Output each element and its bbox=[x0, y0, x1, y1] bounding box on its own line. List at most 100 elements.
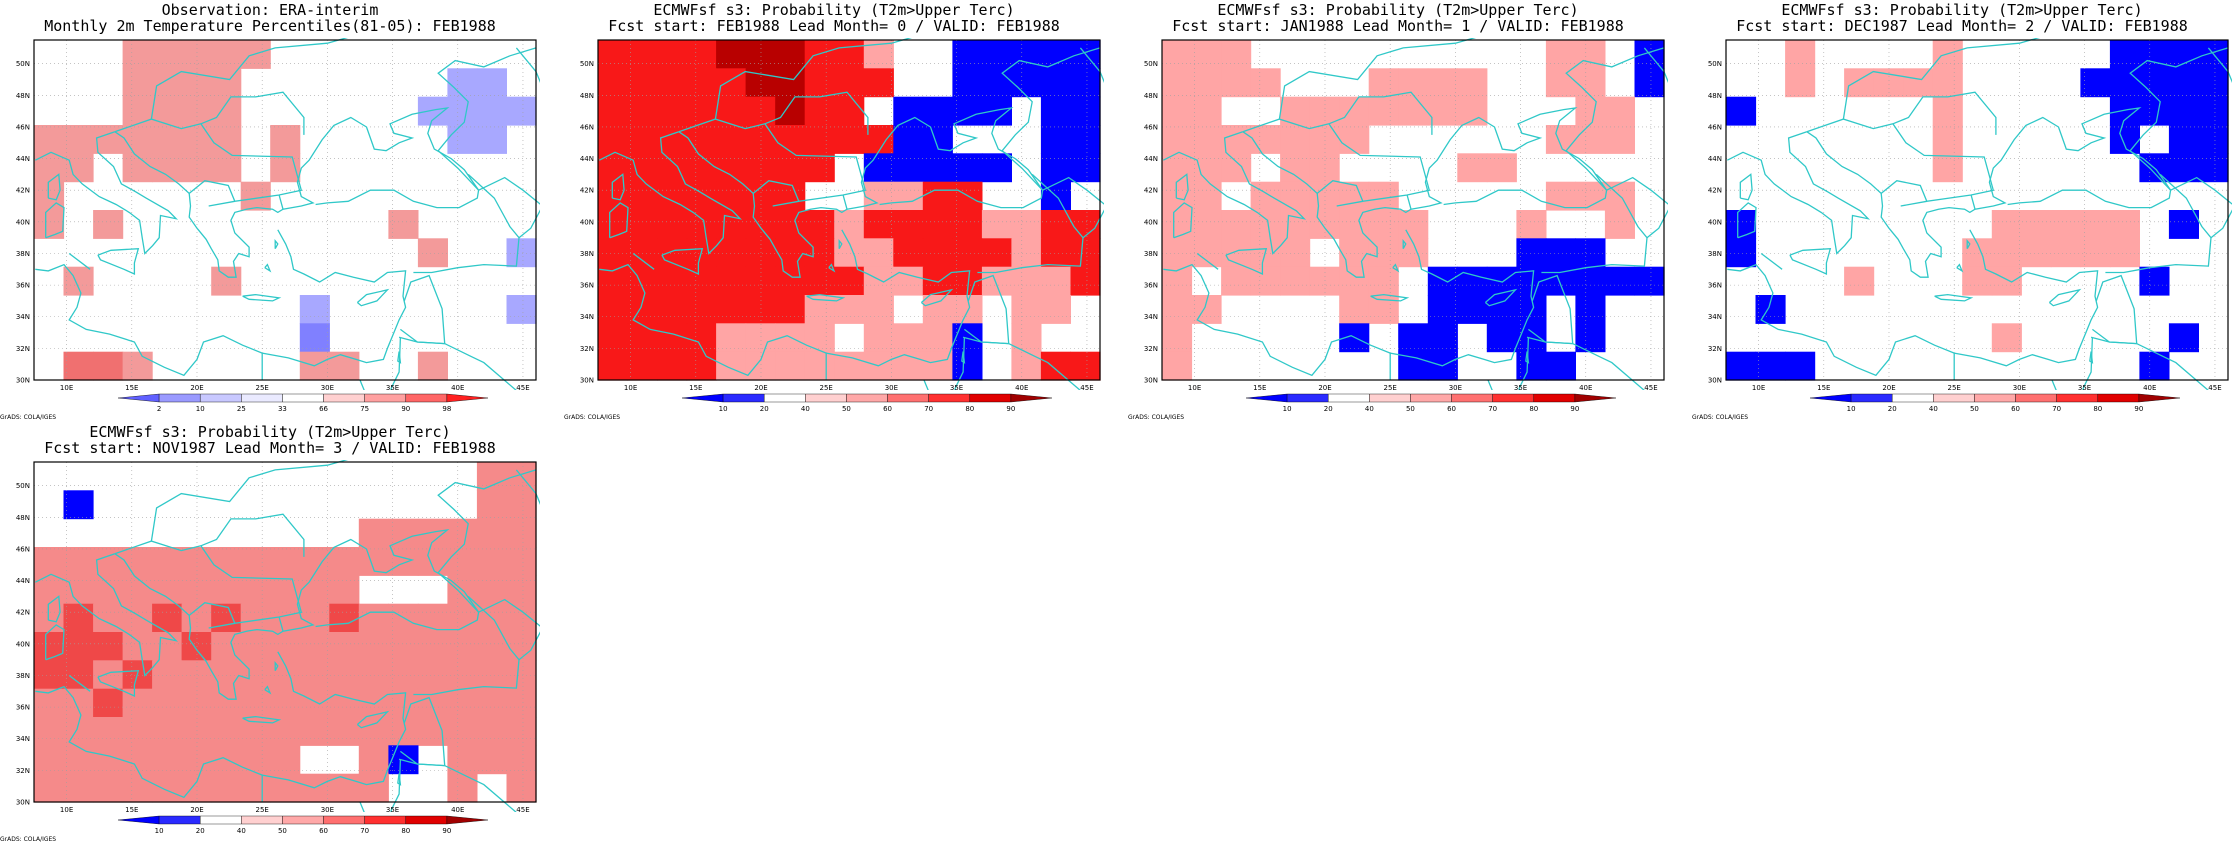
grid-cell bbox=[329, 575, 360, 605]
lon-tick-label: 10E bbox=[1752, 384, 1765, 390]
grid-cell bbox=[506, 518, 537, 548]
grid-cell bbox=[329, 603, 360, 633]
grid-cell bbox=[1280, 238, 1311, 268]
lat-tick-label: 38N bbox=[1708, 250, 1722, 258]
grid-cell bbox=[358, 632, 389, 661]
grid-cell bbox=[1634, 68, 1665, 98]
grid-cell bbox=[506, 295, 537, 324]
panel-lead-0: ECMWFsf s3: Probability (T2m>Upper Terc)… bbox=[564, 0, 1104, 421]
grid-cell bbox=[686, 40, 717, 69]
lat-tick-label: 30N bbox=[1708, 377, 1722, 385]
lon-tick-label: 35E bbox=[950, 384, 963, 390]
grid-cell bbox=[299, 295, 330, 324]
grid-cell bbox=[1040, 40, 1071, 69]
grid-cell bbox=[716, 323, 747, 353]
grid-cell bbox=[1932, 96, 1963, 126]
grid-cell bbox=[657, 323, 688, 353]
grid-cell bbox=[1962, 266, 1993, 296]
grid-cell bbox=[1070, 351, 1101, 381]
grid-cell bbox=[299, 632, 330, 661]
grid-cell bbox=[1604, 125, 1635, 154]
grid-cell bbox=[1486, 323, 1517, 353]
grid-cell bbox=[211, 125, 242, 154]
lat-tick-label: 36N bbox=[1144, 282, 1158, 290]
coastlines bbox=[35, 460, 540, 812]
grid-cell bbox=[93, 745, 124, 775]
colorbar-label: 50 bbox=[278, 827, 287, 835]
grid-cell bbox=[152, 773, 183, 803]
grid-cell bbox=[745, 323, 776, 353]
grid-cell bbox=[1726, 351, 1757, 381]
colorbar-segment bbox=[282, 815, 324, 825]
colorbar-label: 2 bbox=[157, 405, 161, 413]
colorbar-label: 33 bbox=[278, 405, 287, 413]
grid-cell bbox=[2198, 68, 2229, 98]
grid-cell bbox=[152, 745, 183, 775]
grid-cell bbox=[1070, 266, 1101, 296]
grid-cell bbox=[598, 40, 629, 69]
colorbar-label: 10 bbox=[1847, 405, 1856, 413]
grid-cell bbox=[1604, 266, 1635, 296]
grid-cell bbox=[1398, 96, 1429, 126]
map-plot: 30N 32N 34N 36N 38N 40N 42N 44N 46N 48N 50N 10E 15E 2… bbox=[16, 460, 540, 812]
grid-cell bbox=[657, 351, 688, 381]
grid-cell bbox=[1309, 181, 1340, 211]
anomaly-cells bbox=[1726, 40, 2229, 381]
grid-cell bbox=[240, 603, 271, 633]
grid-cell bbox=[1991, 210, 2022, 239]
colorbar-label: 90 bbox=[1006, 405, 1015, 413]
lon-tick-label: 30E bbox=[885, 384, 898, 390]
grid-cell bbox=[1221, 40, 1252, 69]
lat-tick-label: 40N bbox=[16, 640, 30, 648]
colorbar-segment bbox=[969, 393, 1012, 403]
colorbar-segment bbox=[1451, 393, 1493, 403]
grid-cell bbox=[2198, 96, 2229, 126]
grid-cell bbox=[1575, 68, 1606, 98]
grid-cell bbox=[240, 745, 271, 775]
anomaly-cells bbox=[598, 40, 1101, 381]
grid-cell bbox=[152, 125, 183, 154]
grid-cell bbox=[657, 96, 688, 126]
grid-cell bbox=[834, 266, 865, 296]
colorbar-label: 10 bbox=[719, 405, 728, 413]
lat-tick-label: 34N bbox=[1708, 313, 1722, 321]
grid-cell bbox=[417, 603, 448, 633]
grid-cell bbox=[1040, 96, 1071, 126]
grid-cell bbox=[1339, 266, 1370, 296]
grid-cell bbox=[804, 266, 835, 296]
grid-cell bbox=[181, 153, 212, 183]
lat-tick-label: 42N bbox=[1144, 187, 1158, 195]
grid-cell bbox=[893, 238, 924, 268]
grid-cell bbox=[775, 351, 806, 381]
grid-cell bbox=[1162, 181, 1193, 211]
lat-tick-label: 42N bbox=[16, 609, 30, 617]
grid-cell bbox=[152, 688, 183, 718]
grid-cell bbox=[627, 210, 658, 239]
grid-cell bbox=[1575, 96, 1606, 126]
panel-title-line2: Fcst start: JAN1988 Lead Month= 1 / VALI… bbox=[1172, 17, 1624, 35]
grid-cell bbox=[1545, 40, 1576, 69]
grid-cell bbox=[1427, 266, 1458, 296]
grid-cell bbox=[34, 688, 65, 718]
grid-cell bbox=[686, 68, 717, 98]
grid-cell bbox=[598, 238, 629, 268]
grid-cell bbox=[1545, 266, 1576, 296]
grid-cell bbox=[1427, 323, 1458, 353]
lon-tick-label: 25E bbox=[256, 384, 269, 390]
grid-cell bbox=[2168, 210, 2199, 239]
grid-cell bbox=[1604, 210, 1635, 239]
grid-cell bbox=[506, 238, 537, 268]
grid-cell bbox=[1726, 96, 1757, 126]
grid-cell bbox=[34, 125, 65, 154]
grid-cell bbox=[34, 745, 65, 775]
colorbar-segment bbox=[887, 393, 929, 403]
grid-cell bbox=[34, 660, 65, 690]
colorbar-segment bbox=[158, 815, 201, 825]
lon-tick-label: 45E bbox=[2208, 384, 2221, 390]
grid-cell bbox=[476, 68, 507, 98]
grid-cell bbox=[745, 181, 776, 211]
lat-tick-label: 42N bbox=[580, 187, 594, 195]
colorbar-label: 25 bbox=[237, 405, 246, 413]
grid-cell bbox=[952, 323, 983, 353]
panel-title-line2: Fcst start: DEC1987 Lead Month= 2 / VALI… bbox=[1736, 17, 2188, 35]
